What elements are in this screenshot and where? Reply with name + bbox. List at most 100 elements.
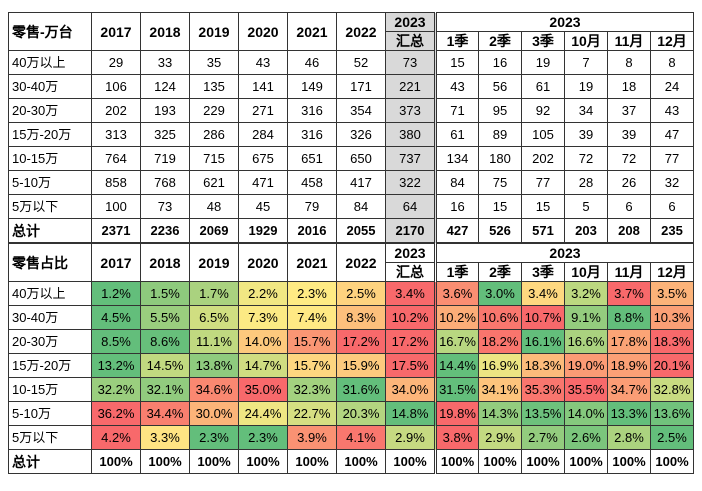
period-header: 3季 [521,31,565,51]
cell: 77 [521,170,565,195]
cell: 675 [238,146,288,171]
cell: 4.5% [91,305,141,330]
year-header: 2020 [238,243,288,282]
period-header: 10月 [564,31,608,51]
cell: 79 [287,194,337,219]
cell: 3.0% [478,281,522,306]
cell: 149 [287,74,337,99]
cell: 24 [650,74,694,99]
cell: 31.5% [434,377,479,402]
data-table: 零售-万台 2017 2018 2019 2020 2021 2022 2023 2023 汇总 1… [8,12,694,243]
period-header: 2季 [478,262,522,282]
cell: 325 [140,122,190,147]
cell: 75 [478,170,522,195]
cell: 15 [478,194,522,219]
row-label: 20-30万 [8,98,92,123]
cell: 20.3% [336,401,386,426]
cell: 380 [385,122,436,147]
cell: 427 [434,218,479,243]
cell: 19.8% [434,401,479,426]
header-label: 零售-万台 [8,12,92,51]
group-header: 2023 [434,243,694,263]
data-row: 10-15万 32.2% 32.1% 34.6% 35.0% 32.3% 31.6% 34.0… [8,377,694,402]
year-header: 2019 [189,243,239,282]
cell: 72 [564,146,608,171]
group-header: 2023 [434,12,694,32]
cell: 8.3% [336,305,386,330]
cell: 46 [287,50,337,75]
row-label: 5-10万 [8,170,92,195]
cell: 73 [140,194,190,219]
cell: 221 [385,74,436,99]
data-row: 20-30万 202 193 229 271 316 354 373 71 95 92 34 37 43 [8,98,694,123]
cell: 15.7% [287,329,337,354]
cell: 37 [607,98,651,123]
cell: 77 [650,146,694,171]
cell: 89 [478,122,522,147]
cell: 10.2% [385,305,436,330]
cell: 322 [385,170,436,195]
year-header: 2019 [189,12,239,51]
cell: 373 [385,98,436,123]
cell: 135 [189,74,239,99]
cell: 1.7% [189,281,239,306]
cell: 2.9% [385,425,436,450]
cell: 458 [287,170,337,195]
cell: 326 [336,122,386,147]
header-row: 零售-万台 2017 2018 2019 2020 2021 2022 2023 2023 [8,12,694,51]
year-header: 2018 [140,12,190,51]
cell: 6 [607,194,651,219]
cell: 72 [607,146,651,171]
cell: 8.8% [607,305,651,330]
cell: 13.6% [650,401,694,426]
cell: 100% [607,449,651,474]
cell: 6 [650,194,694,219]
year-header: 2018 [140,243,190,282]
cell: 106 [91,74,141,99]
cell: 171 [336,74,386,99]
cell: 7.4% [287,305,337,330]
year-header: 2022 [336,243,386,282]
cell: 14.8% [385,401,436,426]
cell: 2.7% [521,425,565,450]
cell: 18.3% [521,353,565,378]
cell: 5 [564,194,608,219]
cell: 2.8% [607,425,651,450]
cell: 18.3% [650,329,694,354]
cell: 208 [607,218,651,243]
cell: 16.9% [478,353,522,378]
cell: 13.8% [189,353,239,378]
cell: 3.8% [434,425,479,450]
header-row: 汇总 1季 2季 3季 10月 11月 12月 [9,31,694,51]
cell: 3.5% [650,281,694,306]
cell: 14.0% [238,329,288,354]
cell: 34 [564,98,608,123]
period-header: 10月 [564,262,608,282]
cell: 56 [478,74,522,99]
summary-header: 汇总 [385,262,436,282]
cell: 316 [287,98,337,123]
cell: 202 [521,146,565,171]
cell: 14.4% [434,353,479,378]
cell: 15.7% [287,353,337,378]
year-header: 2017 [91,243,141,282]
cell: 13.3% [607,401,651,426]
period-header: 12月 [650,262,694,282]
cell: 100% [385,449,436,474]
cell: 2.5% [336,281,386,306]
cell: 571 [521,218,565,243]
row-label: 20-30万 [8,329,92,354]
cell: 45 [238,194,288,219]
data-row: 总计 100% 100% 100% 100% 100% 100% 100% 100% 100% 10… [8,449,694,474]
year-header: 2021 [287,12,337,51]
cell: 180 [478,146,522,171]
cell: 100% [238,449,288,474]
cell: 48 [189,194,239,219]
row-label: 总计 [8,218,92,243]
cell: 105 [521,122,565,147]
data-row: 20-30万 8.5% 8.6% 11.1% 14.0% 15.7% 17.2% 17.2% 1… [8,329,694,354]
cell: 2.3% [189,425,239,450]
cell: 1929 [238,218,288,243]
cell: 39 [607,122,651,147]
